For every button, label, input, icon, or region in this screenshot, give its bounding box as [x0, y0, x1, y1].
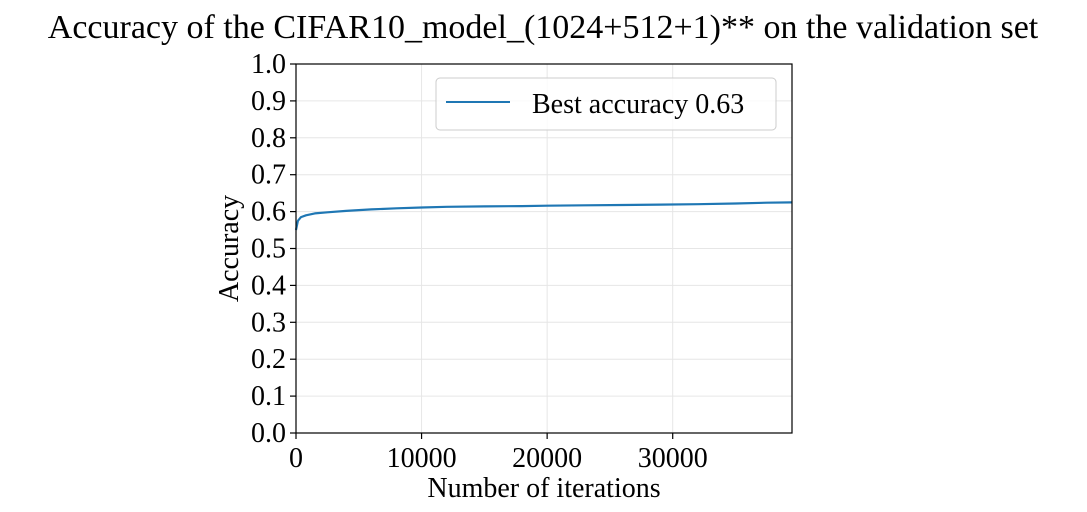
y-tick-label: 0.3: [251, 307, 286, 338]
legend: Best accuracy 0.63: [435, 77, 777, 131]
x-tick-label: 30000: [638, 443, 708, 474]
x-tick-label: 0: [289, 443, 303, 474]
y-tick-label: 0.2: [251, 344, 286, 375]
y-tick-label: 0.1: [251, 381, 286, 412]
y-tick-label: 1.0: [251, 49, 286, 80]
x-tick-label: 20000: [512, 443, 582, 474]
y-tick-label: 0.7: [251, 160, 286, 191]
y-tick-label: 0.5: [251, 234, 286, 265]
y-axis-label: Accuracy: [214, 195, 245, 302]
ticks: 0.0 0.1 0.2 0.3 0.4 0.5 0.6 0.7 0.8 0.9 1.0 0 10000 2…: [251, 49, 708, 474]
y-tick-label: 0.0: [251, 418, 286, 449]
y-tick-label: 0.4: [251, 270, 286, 301]
legend-box: [435, 77, 777, 131]
x-axis-label: Number of iterations: [427, 473, 660, 504]
x-tick-label: 10000: [387, 443, 457, 474]
y-tick-label: 0.8: [251, 123, 286, 154]
legend-label: Best accuracy 0.63: [532, 89, 744, 120]
y-tick-label: 0.9: [251, 86, 286, 117]
series-line: [294, 201, 793, 231]
y-tick-label: 0.6: [251, 197, 286, 228]
series-layer: [294, 201, 793, 231]
chart-title: Accuracy of the CIFAR10_model_(1024+512+…: [48, 9, 1039, 46]
